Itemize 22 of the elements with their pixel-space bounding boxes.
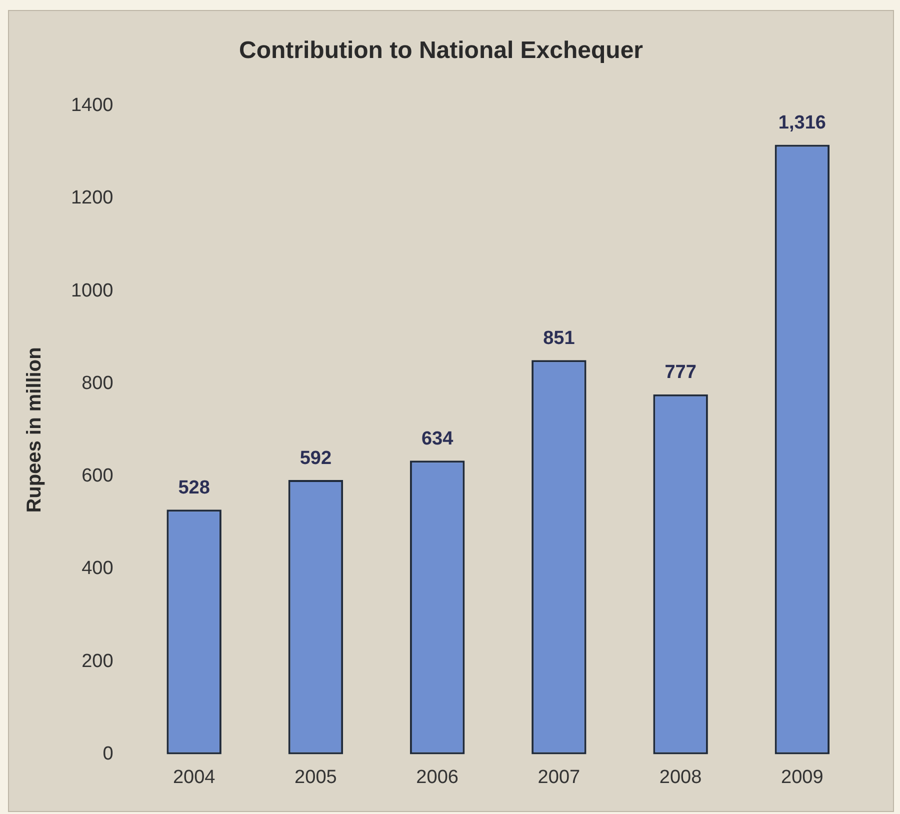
y-tick-label: 1200 — [70, 188, 114, 209]
y-tick-label: 600 — [82, 466, 114, 487]
data-label: 634 — [421, 428, 454, 450]
y-axis-title: Rupees in million — [24, 347, 46, 513]
x-tick-label: 2005 — [294, 766, 337, 788]
chart-title: Contribution to National Exchequer — [238, 37, 644, 64]
x-tick-label: 2008 — [659, 766, 702, 788]
data-label: 592 — [300, 448, 332, 469]
y-tick-label: 800 — [82, 372, 114, 394]
y-tick-label: 1400 — [70, 95, 114, 116]
y-tick-label: 200 — [82, 650, 114, 672]
x-tick-label: 2004 — [172, 766, 216, 788]
x-tick-label: 2007 — [538, 766, 580, 788]
data-label: 851 — [543, 328, 576, 349]
data-label: 1,316 — [778, 112, 826, 134]
x-tick-label: 2009 — [781, 766, 824, 788]
data-label: 528 — [178, 477, 210, 498]
y-tick-label: 400 — [82, 558, 114, 580]
x-tick-label: 2006 — [416, 766, 458, 788]
y-tick-label: 0 — [102, 743, 114, 764]
y-tick-label: 1000 — [70, 280, 114, 302]
data-label: 777 — [664, 362, 696, 384]
